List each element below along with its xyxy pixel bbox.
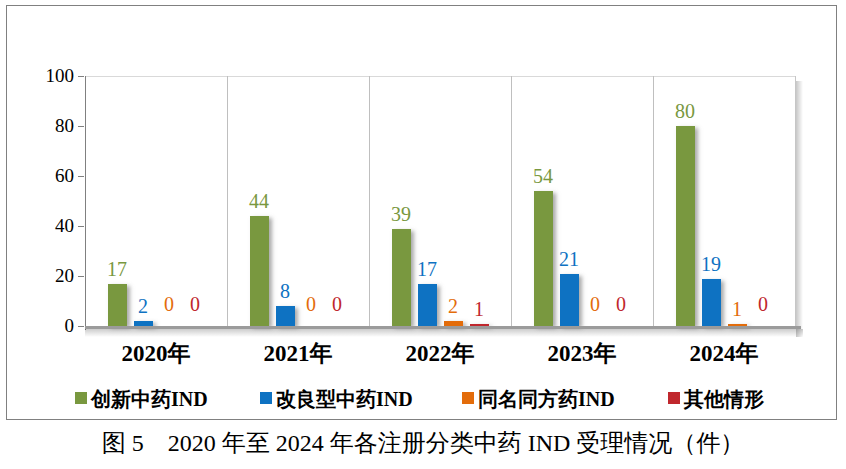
y-axis-tick — [78, 276, 84, 277]
legend-swatch-icon — [668, 392, 680, 404]
bar-创新中药IND-2024年 — [676, 126, 695, 326]
y-axis-line — [85, 76, 86, 330]
legend-item-其他情形: 其他情形 — [668, 386, 764, 410]
legend-swatch-icon — [75, 392, 87, 404]
bar-value-label: 0 — [741, 292, 785, 316]
bar-value-label: 0 — [599, 292, 643, 316]
legend-label: 改良型中药IND — [276, 386, 413, 413]
y-axis-tick — [78, 126, 84, 127]
legend-label: 同名同方药IND — [478, 386, 615, 413]
y-axis-tick — [78, 226, 84, 227]
y-axis-tick-label: 0 — [28, 315, 74, 337]
legend-item-创新中药IND: 创新中药IND — [75, 386, 208, 410]
bar-value-label: 44 — [237, 189, 281, 213]
bar-value-label: 19 — [689, 252, 733, 276]
plot-right-shadow — [796, 81, 803, 337]
x-axis-category-label: 2022年 — [369, 338, 511, 369]
bar-value-label: 21 — [547, 247, 591, 271]
y-axis-tick-label: 40 — [28, 215, 74, 237]
bar-value-label: 17 — [405, 257, 449, 281]
x-axis-category-label: 2023年 — [511, 338, 653, 369]
legend-label: 创新中药IND — [91, 386, 208, 413]
y-axis-tick — [78, 326, 84, 327]
category-separator-line — [369, 76, 370, 326]
y-axis-tick-label: 60 — [28, 165, 74, 187]
legend-item-改良型中药IND: 改良型中药IND — [260, 386, 413, 410]
bar-创新中药IND-2021年 — [250, 216, 269, 326]
legend-item-同名同方药IND: 同名同方药IND — [462, 386, 615, 410]
bar-value-label: 17 — [95, 257, 139, 281]
y-axis-tick-label: 80 — [28, 115, 74, 137]
x-axis-category-label: 2021年 — [227, 338, 369, 369]
bar-value-label: 39 — [379, 202, 423, 226]
legend-label: 其他情形 — [684, 386, 764, 413]
y-axis-tick — [78, 176, 84, 177]
figure-page: { "caption": "图 5 2020 年至 2024 年各注册分类中药 … — [0, 0, 846, 469]
legend-swatch-icon — [260, 392, 272, 404]
bar-value-label: 54 — [521, 164, 565, 188]
bar-value-label: 80 — [663, 99, 707, 123]
bar-value-label: 1 — [457, 297, 501, 321]
bar-value-label: 0 — [173, 292, 217, 316]
x-axis-category-label: 2024年 — [653, 338, 795, 369]
category-separator-line — [653, 76, 654, 326]
legend-swatch-icon — [462, 392, 474, 404]
x-axis-category-label: 2020年 — [85, 338, 227, 369]
category-separator-line — [227, 76, 228, 326]
category-separator-line — [511, 76, 512, 326]
y-axis-tick — [78, 76, 84, 77]
figure-caption: 图 5 2020 年至 2024 年各注册分类中药 IND 受理情况（件） — [0, 427, 846, 459]
bar-value-label: 0 — [315, 292, 359, 316]
y-axis-tick-label: 100 — [28, 65, 74, 87]
x-axis-shadow — [85, 329, 803, 337]
y-axis-tick-label: 20 — [28, 265, 74, 287]
